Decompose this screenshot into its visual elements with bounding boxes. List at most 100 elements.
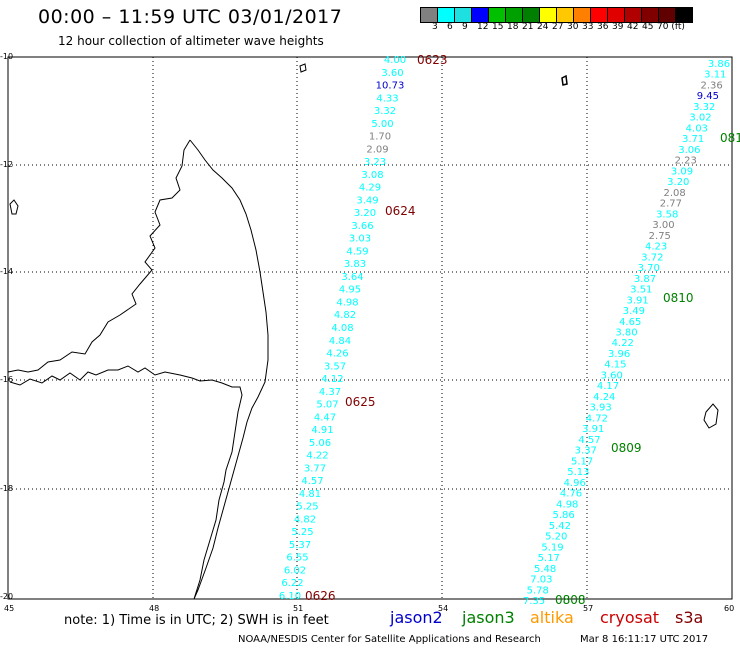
wave-height-value: 5.25 — [291, 527, 313, 538]
satellite-legend-jason3: jason3 — [462, 608, 515, 627]
color-scale-label: 24 — [537, 22, 549, 32]
wave-height-value: 3.06 — [678, 145, 700, 156]
wave-height-value: 3.72 — [641, 252, 663, 263]
map-subtitle: 12 hour collection of altimeter wave hei… — [58, 34, 324, 48]
wave-height-value: 4.47 — [314, 412, 336, 423]
wave-height-value: 5.06 — [309, 438, 331, 449]
wave-height-value: 4.82 — [334, 310, 356, 321]
color-swatch — [675, 7, 693, 23]
wave-height-value: 3.11 — [704, 70, 726, 81]
wave-height-value: 4.37 — [319, 387, 341, 398]
wave-height-value: 3.49 — [356, 195, 378, 206]
wave-height-value: 4.76 — [560, 489, 582, 500]
wave-height-value: 5.42 — [549, 521, 571, 532]
generation-timestamp: Mar 8 16:11:17 UTC 2017 — [580, 634, 709, 645]
longitude-label: 60 — [724, 604, 735, 613]
wave-height-value: 5.25 — [296, 502, 318, 513]
wave-height-value: 4.98 — [556, 499, 578, 510]
wave-height-value: 3.02 — [689, 113, 711, 124]
wave-height-value: 2.09 — [366, 144, 388, 155]
color-scale-label: 33 — [582, 22, 594, 32]
wave-height-value: 5.37 — [289, 540, 311, 551]
wave-height-value: 3.70 — [638, 263, 660, 274]
wave-height-value: 2.36 — [700, 81, 722, 92]
wave-height-value: 4.65 — [619, 317, 641, 328]
lat-lon-grid — [8, 57, 732, 599]
longitude-label: 48 — [149, 604, 160, 613]
satellite-legend-jason2: jason2 — [390, 608, 443, 627]
pass-time-label: 081 — [720, 131, 740, 145]
color-scale-label: 45 — [642, 22, 654, 32]
color-scale-label: 42 — [627, 22, 639, 32]
color-scale-label: 9 — [462, 22, 468, 32]
wave-height-value: 5.20 — [545, 532, 567, 543]
wave-height-value: 3.60 — [381, 68, 403, 79]
color-scale-label: 3 — [432, 22, 438, 32]
wave-height-tracks: 4.00 3.60 10.734.33 3.32 5.00 1.702.09 3.23 3.0… — [279, 55, 730, 607]
wave-height-value: 3.87 — [634, 274, 656, 285]
wave-height-value: 4.57 — [578, 435, 600, 446]
color-scale-label: 6 — [447, 22, 453, 32]
wave-height-value: 6.22 — [281, 578, 303, 589]
wave-height-value: 7.35 — [523, 596, 545, 607]
wave-height-value: 3.09 — [671, 166, 693, 177]
wave-height-value: 4.59 — [346, 246, 368, 257]
longitude-label: 51 — [293, 604, 304, 613]
madagascar-coastline — [7, 139, 269, 600]
wave-height-value: 3.03 — [349, 234, 371, 245]
footnote: note: 1) Time is in UTC; 2) SWH is in fe… — [64, 613, 329, 628]
wave-height-value: 5.78 — [527, 585, 549, 596]
wave-height-value: 10.73 — [376, 81, 405, 92]
wave-height-value: 3.32 — [374, 106, 396, 117]
wave-height-value: 4.17 — [597, 381, 619, 392]
wave-height-value: 4.98 — [336, 298, 358, 309]
credit-line: NOAA/NESDIS Center for Satellite Applica… — [238, 634, 541, 645]
wave-height-value: 4.22 — [612, 338, 634, 349]
island-1 — [9, 199, 19, 215]
satellite-legend-altika: altika — [530, 608, 574, 627]
wave-height-value: 5.19 — [541, 542, 563, 553]
wave-height-value: 2.08 — [663, 188, 685, 199]
latitude-label: -12 — [0, 160, 14, 169]
pass-time-label: 0623 — [417, 53, 448, 67]
wave-height-value: 3.08 — [361, 170, 383, 181]
color-scale-label: 15 — [492, 22, 504, 32]
wave-height-value: 5.13 — [567, 467, 589, 478]
color-scale-label: 39 — [612, 22, 624, 32]
color-scale-label: 70 (ft) — [657, 22, 685, 32]
wave-height-value: 3.58 — [656, 209, 678, 220]
wave-height-value: 3.60 — [601, 371, 623, 382]
island-3 — [561, 74, 568, 86]
color-scale-label: 36 — [597, 22, 609, 32]
wave-height-value: 4.96 — [564, 478, 586, 489]
wave-height-value: 3.80 — [615, 328, 637, 339]
wave-height-value: 4.23 — [645, 242, 667, 253]
latitude-label: -14 — [0, 267, 14, 276]
longitude-label: 54 — [438, 604, 449, 613]
wave-height-value: 4.03 — [686, 123, 708, 134]
wave-height-value: 3.20 — [354, 208, 376, 219]
wave-height-value: 3.49 — [623, 306, 645, 317]
wave-height-value: 1.70 — [369, 132, 391, 143]
wave-height-value: 4.95 — [339, 285, 361, 296]
pass-time-label: 0625 — [345, 395, 376, 409]
wave-height-value: 6.10 — [279, 591, 301, 602]
wave-height-value: 4.91 — [311, 425, 333, 436]
wave-height-value: 3.66 — [351, 221, 373, 232]
wave-height-value: 6.55 — [286, 553, 308, 564]
wave-height-value: 4.15 — [604, 360, 626, 371]
pass-time-label: 0809 — [611, 441, 642, 455]
wave-height-value: 5.00 — [371, 119, 393, 130]
island-2 — [299, 63, 307, 73]
wave-height-value: 4.82 — [294, 514, 316, 525]
wave-height-value: 3.20 — [667, 177, 689, 188]
wave-height-value: 3.51 — [630, 285, 652, 296]
wave-height-value: 4.24 — [593, 392, 615, 403]
wave-height-value: 4.29 — [359, 183, 381, 194]
color-scale-label: 21 — [522, 22, 534, 32]
satellite-legend-s3a: s3a — [675, 608, 704, 627]
color-scale-labels: 3 6 9 12 15 18 21 24 27 30 33 36 39 42 45 70 (ft) — [420, 22, 740, 36]
color-scale-bar — [420, 7, 693, 23]
map-title: 00:00 – 11:59 UTC 03/01/2017 — [38, 6, 343, 28]
